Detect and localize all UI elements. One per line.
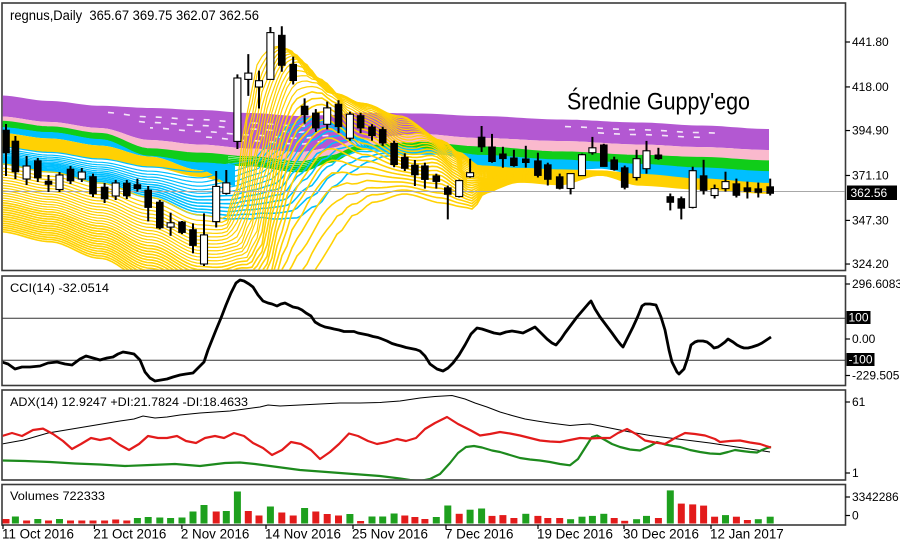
svg-text:3342286: 3342286 [852, 490, 899, 504]
svg-text:1: 1 [852, 466, 859, 480]
svg-text:347.30: 347.30 [852, 213, 889, 227]
svg-text:0.00: 0.00 [852, 332, 876, 346]
svg-text:324.20: 324.20 [852, 257, 889, 271]
svg-text:11 Oct 2016: 11 Oct 2016 [2, 527, 74, 542]
svg-text:30 Dec 2016: 30 Dec 2016 [623, 527, 699, 542]
svg-text:-100: -100 [849, 353, 873, 367]
svg-text:-229.505: -229.505 [852, 369, 900, 383]
svg-text:0: 0 [852, 509, 859, 523]
svg-text:100: 100 [849, 311, 869, 325]
svg-text:441.80: 441.80 [852, 35, 889, 49]
svg-text:12 Jan 2017: 12 Jan 2017 [710, 527, 784, 542]
svg-text:ADX(14) 12.9247 +DI:21.7824 -D: ADX(14) 12.9247 +DI:21.7824 -DI:18.4633 [10, 395, 248, 409]
svg-text:21 Oct 2016: 21 Oct 2016 [93, 527, 166, 542]
svg-text:2 Nov 2016: 2 Nov 2016 [181, 527, 250, 542]
svg-text:Średnie Guppy'ego: Średnie Guppy'ego [567, 88, 750, 116]
svg-text:regnus,Daily 365.67 369.75 36: regnus,Daily 365.67 369.75 362.07 362.56 [10, 8, 259, 23]
svg-text:19 Dec 2016: 19 Dec 2016 [537, 527, 613, 542]
svg-text:7 Dec 2016: 7 Dec 2016 [445, 527, 514, 542]
svg-text:25 Nov 2016: 25 Nov 2016 [352, 527, 428, 542]
svg-text:296.6083: 296.6083 [852, 277, 900, 291]
svg-text:362.56: 362.56 [851, 186, 888, 200]
svg-text:418.00: 418.00 [852, 80, 889, 94]
svg-text:61: 61 [852, 395, 866, 409]
svg-text:14 Nov 2016: 14 Nov 2016 [265, 527, 341, 542]
svg-text:CCI(14) -32.0514: CCI(14) -32.0514 [10, 281, 109, 295]
svg-text:394.90: 394.90 [852, 124, 889, 138]
svg-text:Volumes 722333: Volumes 722333 [10, 489, 105, 503]
svg-text:371.10: 371.10 [852, 168, 889, 182]
